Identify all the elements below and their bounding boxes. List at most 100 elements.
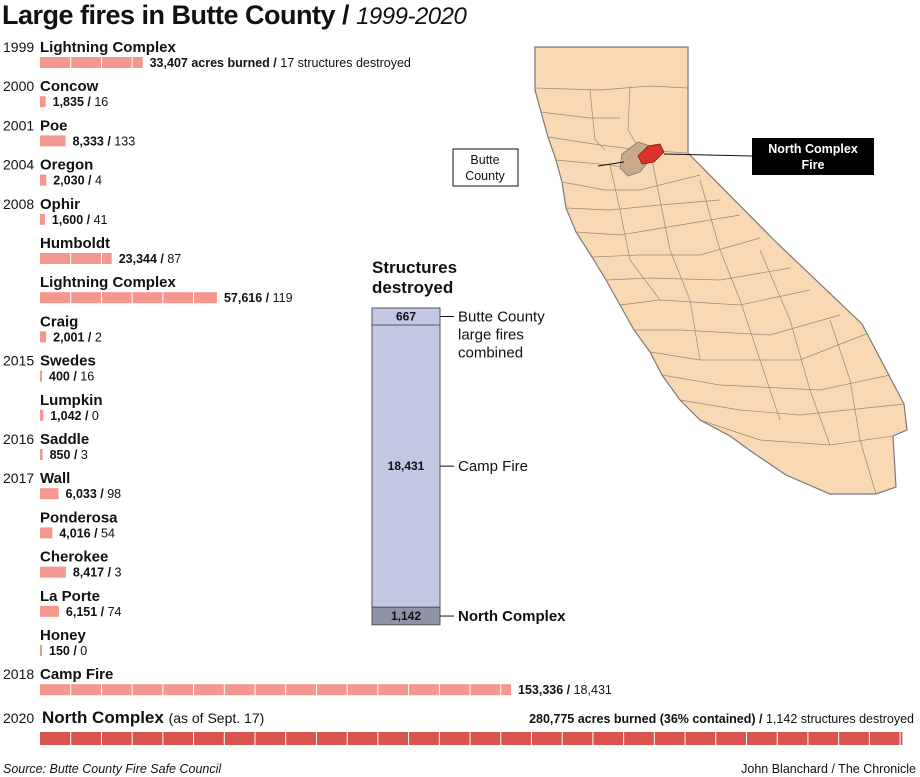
- stack-label: large fires: [458, 327, 524, 344]
- acres-bar: [40, 174, 47, 186]
- acres-value: 33,407: [150, 56, 188, 70]
- fire-values: 4,016 / 54: [59, 526, 115, 540]
- stack-label: Camp Fire: [458, 458, 528, 475]
- stack-label: combined: [458, 345, 523, 362]
- structures-value: 87: [167, 252, 181, 266]
- north-complex-label-1: North Complex: [768, 142, 858, 156]
- fire-name: Lightning Complex: [40, 274, 176, 291]
- fire-row: 2001 Poe 8,333 / 133: [3, 117, 135, 148]
- stack-label: North Complex: [458, 608, 566, 625]
- chart-title: Large fires in Butte County / 1999-2020: [2, 0, 467, 30]
- acres-value: 153,336: [518, 683, 563, 697]
- butte-county-label-1: Butte: [470, 153, 499, 167]
- stack-value: 18,431: [388, 459, 425, 473]
- fire-name: Cherokee: [40, 549, 108, 566]
- acres-bar: [40, 732, 903, 745]
- structures-value: 2: [95, 330, 102, 344]
- acres-bar: [40, 292, 217, 304]
- stack-value: 1,142: [391, 609, 421, 623]
- north-complex-callout: [752, 138, 874, 175]
- fire-values: 2,001 / 2: [53, 330, 102, 344]
- acres-bar: [40, 684, 511, 696]
- fire-name: Camp Fire: [40, 666, 113, 683]
- acres-bar: [40, 253, 112, 264]
- fire-values: 6,151 / 74: [66, 605, 122, 619]
- fire-name: La Porte: [40, 588, 100, 605]
- acres-value: 1,835: [53, 95, 84, 109]
- fire-row: Lightning Complex 57,616 / 119: [40, 274, 293, 305]
- fire-values: 8,417 / 3: [73, 566, 122, 580]
- acres-value: 2,030: [53, 174, 84, 188]
- acres-bar: [40, 331, 47, 343]
- fire-values: 400 / 16: [49, 370, 94, 384]
- acres-value: 400: [49, 370, 70, 384]
- source-note: Source: Butte County Fire Safe Council: [3, 762, 222, 776]
- north-complex-fire-shape: [637, 143, 665, 165]
- structures-value: 3: [115, 566, 122, 580]
- fire-values: 6,033 / 98: [66, 487, 122, 501]
- fire-values: 33,407 acres burned / 17 structures dest…: [150, 56, 411, 70]
- structures-title-1: Structures: [372, 258, 457, 277]
- acres-bar: [40, 57, 143, 68]
- fire-name: Swedes: [40, 353, 96, 370]
- fire-name: Concow: [40, 78, 99, 95]
- fire-name: Craig: [40, 313, 78, 330]
- structures-value: 0: [92, 409, 99, 423]
- acres-bar: [40, 566, 66, 578]
- fire-name: Ponderosa: [40, 509, 118, 526]
- butte-county-callout: [452, 148, 519, 187]
- stack-label: Butte County: [458, 309, 545, 326]
- fire-year: 2008: [3, 196, 34, 212]
- credit-note: John Blanchard / The Chronicle: [741, 762, 916, 776]
- stack-segment: [371, 324, 441, 608]
- fire-year: 2004: [3, 157, 34, 173]
- chart-subtitle: 1999-2020: [356, 3, 467, 30]
- fire-row: 2018 Camp Fire 153,336 / 18,431: [3, 666, 612, 697]
- acres-bar: [40, 605, 59, 617]
- fire-year: 2015: [3, 353, 34, 369]
- fire-values: 1,835 / 16: [53, 95, 109, 109]
- structures-value: 119: [273, 291, 293, 305]
- acres-value: 1,042: [50, 409, 81, 423]
- fire-values: 1,042 / 0: [50, 409, 99, 423]
- acres-value: 2,001: [53, 330, 84, 344]
- acres-bar: [40, 488, 59, 500]
- acres-bar: [40, 527, 53, 539]
- fire-values: 23,344 / 87: [119, 252, 182, 266]
- fire-values: 153,336 / 18,431: [518, 683, 612, 697]
- north-complex-row: 2020 North Complex (as of Sept. 17) 280,77…: [3, 708, 914, 745]
- butte-county-shape: [619, 141, 651, 177]
- butte-county-label-2: County: [465, 169, 505, 183]
- acres-value: 4,016: [59, 526, 90, 540]
- fire-row: Humboldt 23,344 / 87: [40, 235, 181, 266]
- acres-bar: [40, 645, 42, 656]
- acres-bar: [40, 370, 42, 382]
- structures-value: 16: [94, 95, 108, 109]
- acres-bar: [40, 96, 46, 108]
- acres-value: 280,775 acres burned: [529, 712, 660, 726]
- acres-bar: [40, 409, 44, 421]
- fire-year: 2001: [3, 117, 34, 133]
- fire-year: 2018: [3, 666, 34, 682]
- structures-value: 3: [81, 448, 88, 462]
- structures-value: 54: [101, 526, 115, 540]
- north-complex-label-2: Fire: [802, 158, 825, 172]
- fire-name: Humboldt: [40, 235, 110, 252]
- fire-name: Lumpkin: [40, 392, 103, 409]
- acres-value: 8,333: [73, 134, 104, 148]
- fire-year: 2016: [3, 431, 34, 447]
- acres-value: 23,344: [119, 252, 157, 266]
